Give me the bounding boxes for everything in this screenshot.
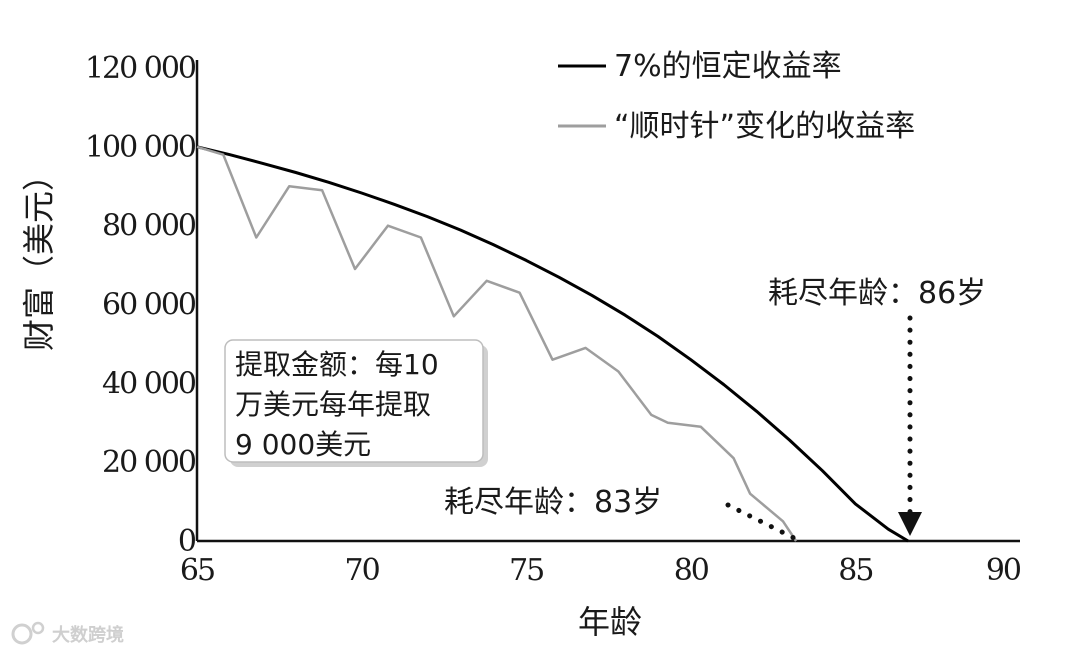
- watermark-text: 大数跨境: [52, 624, 124, 646]
- series-layer: [196, 145, 909, 543]
- annotation-86: 耗尽年龄：86岁: [768, 276, 986, 536]
- note-box-frame: [224, 339, 484, 463]
- y-tick-label: 20 000: [102, 445, 196, 480]
- note-line-2: 万美元每年提取: [235, 388, 431, 421]
- x-tick-label: 75: [509, 553, 543, 588]
- annotation-86-text: 耗尽年龄：86岁: [768, 276, 986, 311]
- annotation-83-dots: [725, 502, 803, 544]
- withdrawal-note-box: 提取金额：每10 万美元每年提取 9 000美元: [224, 339, 488, 467]
- x-axis-title: 年龄: [578, 603, 642, 641]
- note-line-1: 提取金额：每10: [235, 348, 439, 381]
- y-tick-label: 40 000: [102, 366, 196, 401]
- series-line-clockwise: [196, 145, 798, 542]
- y-tick-labels: 0 20 000 40 000 60 000 80 000 100 000 120 000: [85, 51, 198, 559]
- watermark-logo-icon: [11, 623, 33, 645]
- x-tick-label: 70: [345, 553, 380, 588]
- y-tick-label: 120 000: [85, 51, 196, 86]
- annotation-83-text: 耗尽年龄：83岁: [444, 485, 662, 520]
- annotation-86-arrowhead: [898, 512, 922, 536]
- legend-label-clockwise: “顺时针”变化的收益率: [614, 109, 915, 144]
- y-tick-label: 60 000: [102, 288, 196, 323]
- legend-label-constant: 7%的恒定收益率: [614, 49, 842, 84]
- x-tick-label: 85: [838, 553, 872, 588]
- y-tick-label: 80 000: [102, 209, 196, 244]
- watermark-logo-dot-icon: [31, 621, 45, 635]
- legend: 7%的恒定收益率 “顺时针”变化的收益率: [558, 49, 915, 144]
- x-tick-labels: 65 70 75 80 85 90: [180, 553, 1023, 588]
- annotation-83: 耗尽年龄：83岁: [444, 485, 803, 544]
- x-tick-label: 90: [986, 553, 1021, 588]
- y-tick-label: 0: [178, 524, 196, 559]
- x-tick-label: 65: [180, 553, 214, 588]
- y-axis-title: 财富（美元）: [20, 159, 58, 351]
- note-line-3: 9 000美元: [235, 428, 371, 461]
- watermark: 大数跨境: [11, 621, 124, 646]
- x-tick-label: 80: [674, 553, 709, 588]
- y-tick-label: 100 000: [85, 130, 196, 165]
- series-line-constant: [196, 145, 909, 543]
